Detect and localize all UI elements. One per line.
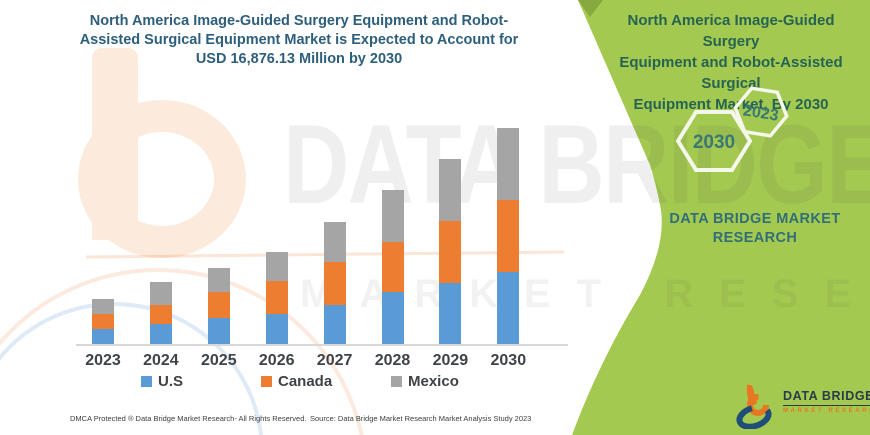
bar-2023 bbox=[92, 299, 114, 344]
year-hexagons: 2030 2023 bbox=[675, 86, 789, 172]
bar-segment-2027-canada bbox=[323, 262, 346, 305]
bar-segment-2026-us bbox=[265, 314, 288, 344]
bar-2026 bbox=[265, 252, 288, 344]
hexagon-2023-label: 2023 bbox=[742, 102, 780, 124]
x-axis-label-2027: 2027 bbox=[316, 352, 353, 369]
bar-segment-2026-mexico bbox=[265, 252, 288, 281]
bar-segment-2024-canada bbox=[149, 305, 172, 324]
legend-swatch-canada bbox=[261, 376, 272, 387]
brand-name-text: DATA BRIDGE MARKET RESEARCH bbox=[669, 211, 841, 246]
db-logo-text: DATA BRIDGE MARKET RESEARCH bbox=[783, 383, 870, 414]
bar-segment-2028-us bbox=[381, 292, 404, 344]
legend-item-mexico: Mexico bbox=[391, 373, 459, 390]
db-logo-mark bbox=[736, 384, 772, 429]
chart-title: North America Image-Guided Surgery Equip… bbox=[58, 12, 540, 69]
bar-segment-2025-canada bbox=[207, 292, 230, 318]
legend-swatch-mexico bbox=[391, 376, 402, 387]
hexagon-2023 bbox=[733, 86, 789, 138]
logo-swoosh-blue bbox=[736, 404, 772, 429]
bar-segment-2030-canada bbox=[497, 200, 520, 272]
x-axis-line bbox=[76, 344, 568, 346]
bar-segment-2025-us bbox=[207, 318, 230, 344]
bar-segment-2030-mexico bbox=[497, 128, 520, 200]
bar-segment-2029-canada bbox=[439, 221, 462, 283]
legend-swatch-us bbox=[141, 376, 152, 387]
bar-2030 bbox=[497, 128, 520, 344]
bar-segment-2029-mexico bbox=[439, 159, 462, 221]
x-axis-label-2026: 2026 bbox=[258, 352, 295, 369]
bar-segment-2026-canada bbox=[265, 281, 288, 314]
bar-segment-2028-mexico bbox=[381, 190, 404, 242]
bar-segment-2027-mexico bbox=[323, 222, 346, 262]
panel-title-line1: North America Image-Guided Surgery bbox=[627, 12, 835, 50]
dmca-text: DMCA Protected ® Data Bridge Market Rese… bbox=[70, 414, 307, 423]
chart-title-line2: Assisted Surgical Equipment Market is Ex… bbox=[79, 32, 519, 48]
x-axis-label-2023: 2023 bbox=[85, 352, 121, 369]
bar-segment-2024-mexico bbox=[149, 282, 172, 305]
x-axis-label-2030: 2030 bbox=[490, 352, 527, 369]
green-panel-shape bbox=[572, 0, 870, 435]
bar-segment-2024-us bbox=[149, 324, 172, 344]
legend-label: Canada bbox=[278, 373, 333, 390]
chart-title-line1: North America Image-Guided Surgery Equip… bbox=[89, 13, 509, 29]
panel-title-line2: Equipment and Robot-Assisted Surgical bbox=[619, 54, 843, 92]
x-axis-label-2029: 2029 bbox=[432, 352, 469, 369]
legend-label: Mexico bbox=[408, 373, 459, 390]
x-axis-label-2024: 2024 bbox=[143, 352, 179, 369]
bar-segment-2028-canada bbox=[381, 242, 404, 292]
bar-segment-2023-canada bbox=[92, 314, 114, 329]
hexagon-2030-label: 2030 bbox=[693, 132, 735, 153]
bar-2024 bbox=[149, 282, 172, 344]
bar-2027 bbox=[323, 222, 346, 344]
bar-segment-2025-mexico bbox=[207, 268, 230, 292]
bar-2028 bbox=[381, 190, 404, 344]
logo-tagline: MARKET RESEARCH bbox=[783, 408, 870, 414]
chart-title-line3: USD 16,876.13 Million by 2030 bbox=[195, 51, 403, 67]
source-text: Source: Data Bridge Market Research Mark… bbox=[310, 414, 532, 423]
bar-segment-2023-us bbox=[92, 329, 114, 344]
legend-item-us: U.S bbox=[141, 373, 183, 390]
bar-segment-2027-us bbox=[323, 305, 346, 344]
legend-item-canada: Canada bbox=[261, 373, 332, 390]
logo-b-bowl-orange bbox=[747, 394, 769, 416]
green-accent-triangle bbox=[578, 0, 603, 17]
legend-label: U.S bbox=[158, 373, 184, 390]
bar-segment-2029-us bbox=[439, 283, 462, 344]
x-axis-label-2025: 2025 bbox=[201, 352, 237, 369]
hexagon-2030 bbox=[675, 110, 753, 172]
db-logo: DATA BRIDGE MARKET RESEARCH bbox=[733, 383, 870, 429]
x-axis-label-2028: 2028 bbox=[374, 352, 411, 369]
bar-segment-2023-mexico bbox=[92, 299, 114, 314]
bar-segment-2030-us bbox=[497, 272, 520, 344]
logo-wordmark: DATA BRIDGE bbox=[783, 389, 870, 406]
bar-2029 bbox=[439, 159, 462, 344]
bar-2025 bbox=[207, 268, 230, 344]
